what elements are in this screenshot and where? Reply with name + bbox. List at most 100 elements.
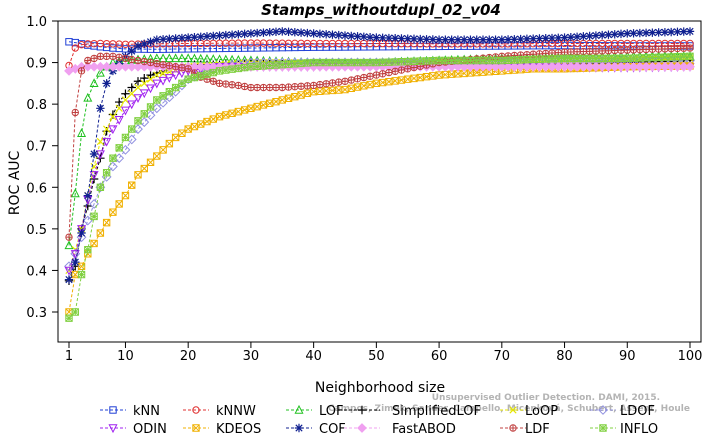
data-point	[139, 89, 149, 99]
data-point	[109, 208, 117, 216]
data-point	[96, 183, 105, 191]
data-point	[629, 46, 638, 54]
data-point	[114, 116, 124, 125]
data-point	[253, 102, 261, 111]
data-point	[153, 59, 161, 68]
data-point	[109, 112, 117, 121]
x-tick-label: 50	[368, 349, 385, 364]
series-line	[68, 65, 691, 313]
legend-item-ldof: LDOF	[590, 404, 655, 419]
data-point	[648, 53, 657, 62]
data-point	[416, 34, 425, 44]
data-point	[96, 229, 105, 237]
data-point	[178, 129, 186, 137]
data-point	[642, 54, 650, 62]
data-point	[108, 125, 118, 135]
data-point	[96, 104, 105, 113]
x-tick-label: 10	[117, 349, 134, 364]
data-point	[259, 62, 268, 70]
data-point	[89, 171, 99, 180]
data-point	[246, 29, 256, 38]
y-tick-label: 0.8	[26, 98, 47, 113]
data-point	[121, 191, 130, 200]
data-point	[404, 75, 412, 83]
series-ldf	[65, 44, 694, 241]
data-point	[585, 47, 594, 55]
data-point	[209, 115, 217, 123]
data-point	[184, 65, 192, 73]
data-point	[585, 31, 594, 41]
data-point	[680, 44, 688, 52]
data-point	[316, 80, 324, 89]
data-point	[140, 73, 149, 83]
data-point	[435, 56, 443, 65]
data-point	[178, 79, 186, 88]
data-point	[554, 48, 562, 57]
series-loop	[65, 54, 694, 275]
data-point	[90, 54, 98, 63]
data-point	[390, 34, 400, 43]
series-line	[68, 59, 690, 267]
data-point	[592, 47, 600, 55]
data-point	[341, 85, 349, 94]
data-point	[127, 100, 137, 110]
data-point	[102, 52, 111, 60]
data-point	[397, 76, 406, 84]
legend-item-odin: ODIN	[100, 422, 167, 434]
data-point	[272, 97, 280, 106]
data-point	[247, 83, 255, 92]
data-point	[384, 33, 394, 43]
data-point	[178, 64, 186, 72]
data-point	[441, 56, 450, 65]
legend-item-knn: kNN	[100, 404, 160, 419]
data-point	[252, 28, 262, 38]
data-point	[109, 52, 117, 60]
data-point	[209, 77, 217, 85]
data-point	[648, 45, 657, 53]
data-point	[165, 68, 173, 76]
data-point	[385, 58, 393, 66]
legend-item-ldf: LDF	[500, 422, 550, 434]
data-point	[83, 92, 93, 102]
data-point	[209, 68, 217, 77]
data-point	[284, 27, 293, 37]
data-point	[253, 83, 261, 92]
data-point	[366, 72, 374, 80]
data-point	[579, 47, 588, 56]
data-point	[165, 62, 174, 70]
data-point	[686, 52, 694, 61]
data-point	[447, 56, 456, 65]
data-point	[661, 45, 669, 53]
legend-label: LoOP	[525, 404, 558, 419]
legend-marker	[108, 424, 118, 434]
data-point	[347, 76, 355, 84]
legend-label: SimplifiedLOF	[392, 404, 481, 419]
data-point	[290, 28, 300, 37]
data-point	[89, 149, 99, 159]
series-line	[68, 57, 691, 271]
y-tick-label: 1.0	[26, 15, 47, 30]
data-point	[660, 28, 670, 37]
data-point	[95, 67, 105, 77]
data-point	[611, 54, 619, 63]
data-point	[422, 35, 431, 44]
data-point	[203, 117, 211, 126]
data-point	[146, 158, 155, 167]
data-point	[115, 53, 123, 61]
data-point	[397, 58, 406, 66]
data-point	[453, 35, 463, 44]
data-point	[171, 63, 180, 71]
data-point	[234, 30, 243, 39]
data-point	[115, 200, 123, 208]
data-point	[353, 32, 362, 41]
data-point	[654, 28, 663, 37]
data-point	[360, 73, 368, 82]
data-point	[404, 57, 412, 66]
legend-label: INFLO	[620, 422, 658, 434]
data-point	[309, 81, 318, 90]
data-point	[579, 54, 588, 63]
data-point	[391, 58, 399, 66]
data-point	[291, 60, 299, 68]
data-point	[309, 58, 318, 67]
data-point	[316, 58, 324, 67]
